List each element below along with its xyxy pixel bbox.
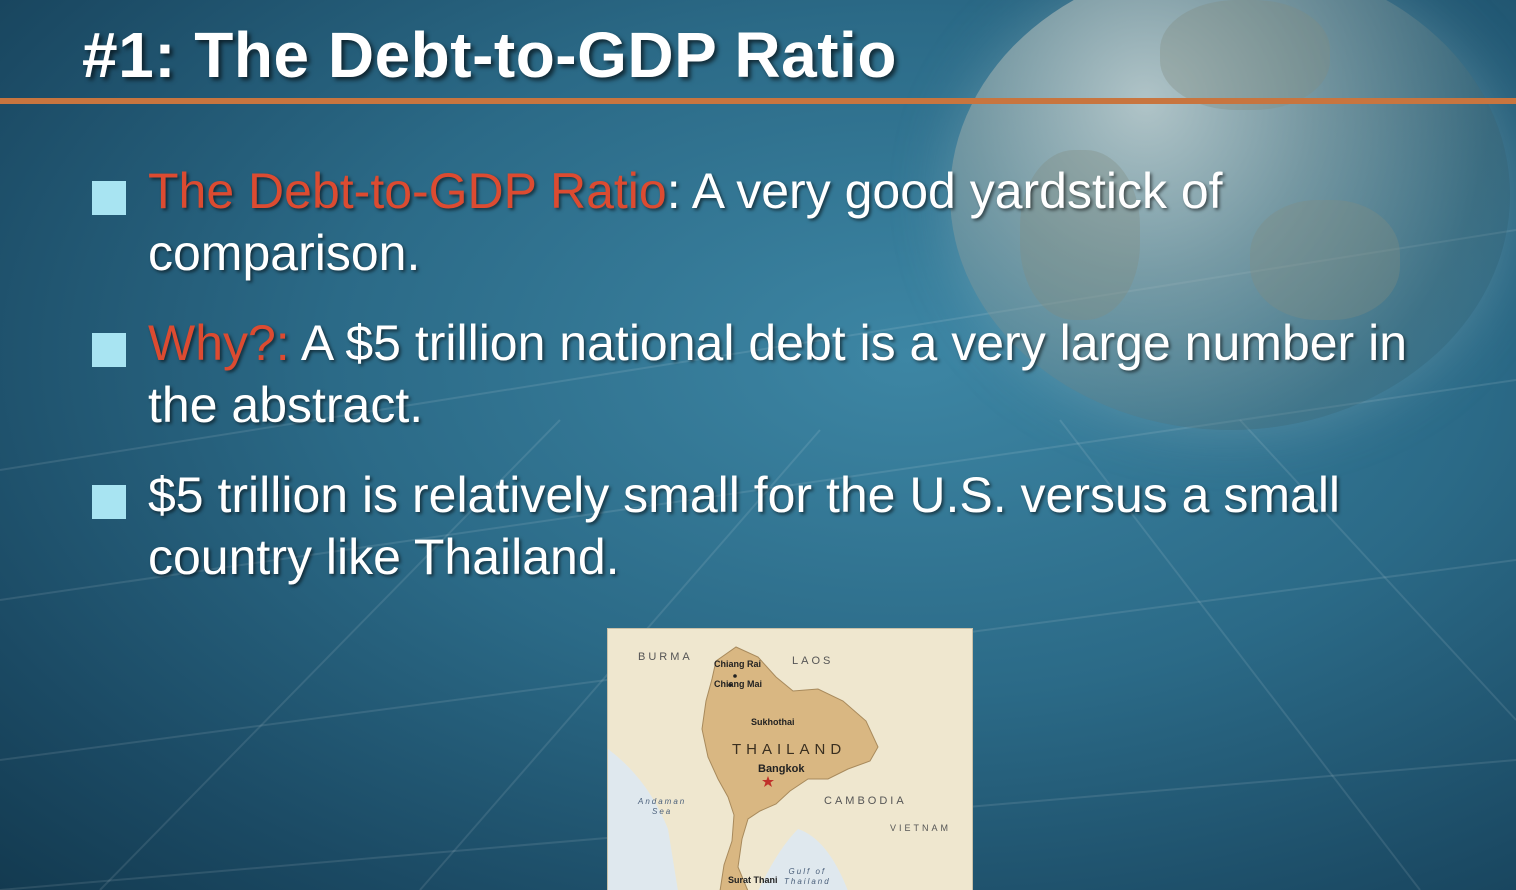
bullet-item-yardstick: The Debt-to-GDP Ratio: A very good yards… [92,160,1452,284]
map-city-chiang-mai: Chiang Mai [714,679,763,689]
map-shapes [608,629,972,890]
map-label-vietnam: VIETNAM [890,823,952,833]
globe-graphic [950,0,1510,430]
square-bullet-icon [92,333,126,367]
map-sea-gulf-line2: Thailand [784,877,831,886]
square-bullet-icon [92,485,126,519]
bullet-text: $5 trillion is relatively small for the … [148,467,1341,585]
map-label-thailand: THAILAND [732,741,847,758]
bullet-item-why: Why?: A $5 trillion national debt is a v… [92,312,1452,436]
bullet-highlight: The Debt-to-GDP Ratio [148,163,667,219]
square-bullet-icon [92,181,126,215]
title-divider [0,98,1516,104]
map-sea-andaman: Andaman Sea [638,797,686,817]
bullet-list: The Debt-to-GDP Ratio: A very good yards… [92,160,1452,616]
map-label-burma: BURMA [638,651,693,663]
map-city-sukhothai: Sukhothai [751,717,795,727]
bullet-text: A $5 trillion national debt is a very la… [148,315,1408,433]
map-city-chiang-rai: Chiang Rai [714,659,762,669]
thailand-map: BURMA LAOS CAMBODIA VIETNAM THAILAND Chi… [607,628,973,890]
bullet-text: : A very good yardstick of comparison. [148,163,1223,281]
map-label-cambodia: CAMBODIA [824,795,907,807]
map-city-bangkok: Bangkok [758,763,805,775]
map-label-laos: LAOS [792,655,834,667]
bullet-highlight: Why?: [148,315,290,371]
slide-title: #1: The Debt-to-GDP Ratio [82,19,897,91]
map-city-surat-thani: Surat Thani [728,875,778,885]
map-sea-gulf: Gulf of Thailand [784,867,831,887]
map-sea-gulf-line1: Gulf of [788,867,827,876]
map-sea-andaman-line1: Andaman [638,797,687,806]
map-sea-andaman-line2: Sea [652,807,673,816]
bullet-item-thailand: $5 trillion is relatively small for the … [92,464,1452,588]
